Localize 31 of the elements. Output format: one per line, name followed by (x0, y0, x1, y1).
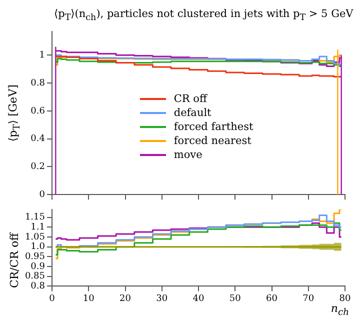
y-axis-title: CR/CR off (8, 232, 22, 288)
y-tick-label: 1.0 (30, 242, 46, 252)
x-tick-label: 30 (156, 294, 168, 304)
y-tick-label: 0.95 (24, 252, 46, 262)
y-tick-label: 1 (39, 50, 45, 60)
y-tick-label: 0.4 (30, 134, 46, 144)
legend-label: forced nearest (174, 134, 252, 147)
x-tick-label: 80 (339, 294, 351, 304)
y-tick-label: 0.8 (30, 282, 46, 292)
y-tick-label: 1.15 (24, 212, 46, 223)
x-axis-title: n$_{ch}$ (330, 302, 349, 318)
y-tick-label: 0.6 (30, 106, 46, 116)
y-tick-label: 1.1 (30, 222, 45, 232)
legend-label: move (174, 148, 202, 161)
y-tick-label: 1.05 (24, 232, 46, 242)
y-tick-label: 0.85 (24, 272, 46, 282)
x-tick-label: 20 (120, 294, 132, 304)
y-tick-label: 0 (39, 190, 46, 200)
y-tick-label: 0.9 (30, 262, 46, 272)
legend-label: forced farthest (174, 120, 254, 133)
legend-label: default (174, 106, 212, 119)
x-tick-label: 0 (49, 294, 56, 304)
legend-label: CR off (174, 92, 207, 105)
x-tick-label: 10 (82, 294, 95, 304)
chart-title: ⟨p$_{T}$⟩(n$_{ch}$), particles not clustered in jets with p$_{T}$ > 5 GeV (53, 8, 354, 24)
x-tick-label: 70 (302, 294, 314, 304)
x-tick-label: 40 (192, 294, 204, 304)
y-tick-label: 0.8 (30, 78, 46, 88)
y-tick-label: 0.2 (30, 162, 45, 172)
x-tick-label: 60 (266, 294, 278, 304)
x-tick-label: 50 (229, 294, 242, 304)
